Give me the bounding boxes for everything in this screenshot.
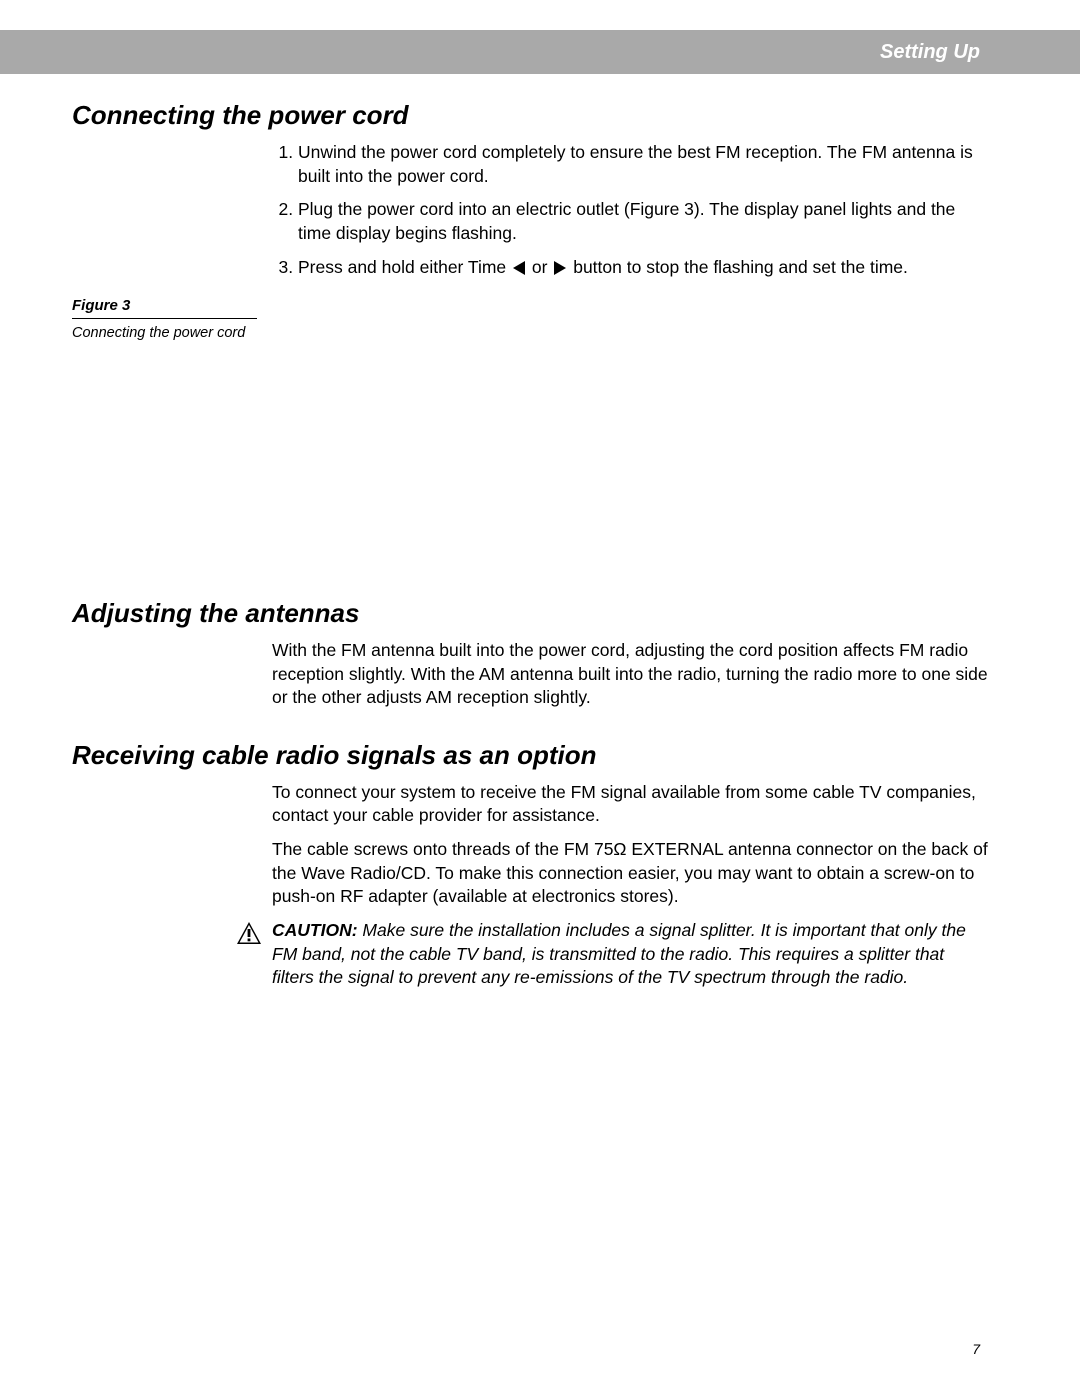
caution-block: CAUTION: Make sure the installation incl…: [272, 919, 990, 990]
section-adjusting-antennas: Adjusting the antennas With the FM anten…: [72, 598, 990, 710]
figure-3-label: Figure 3: [72, 297, 257, 319]
chapter-title: Setting Up: [880, 41, 980, 64]
warning-icon: [236, 921, 262, 950]
header-band: Setting Up: [0, 30, 1080, 74]
step-3: Press and hold either Time or button to …: [298, 256, 990, 280]
steps-list: Unwind the power cord completely to ensu…: [272, 141, 990, 279]
antennas-paragraph: With the FM antenna built into the power…: [272, 639, 990, 710]
step-3-text-c: button to stop the flashing and set the …: [573, 257, 908, 277]
figure-3-image-region: [72, 343, 990, 568]
step-3-text-b: or: [532, 257, 552, 277]
section2-body: With the FM antenna built into the power…: [272, 639, 990, 710]
caution-label: CAUTION:: [272, 920, 358, 940]
figure-3-caption: Connecting the power cord: [72, 324, 257, 343]
caution-body: Make sure the installation includes a si…: [272, 920, 966, 987]
heading-connecting-power-cord: Connecting the power cord: [72, 100, 990, 131]
cable-paragraph-2: The cable screws onto threads of the FM …: [272, 838, 990, 909]
heading-cable-radio: Receiving cable radio signals as an opti…: [72, 740, 990, 771]
section3-body: To connect your system to receive the FM…: [272, 781, 990, 990]
page-number: 7: [972, 1341, 980, 1357]
section1-body: Unwind the power cord completely to ensu…: [272, 141, 990, 279]
page-content: Connecting the power cord Unwind the pow…: [72, 100, 990, 1020]
time-right-icon: [554, 261, 566, 275]
step-3-text-a: Press and hold either Time: [298, 257, 511, 277]
section-connecting-power-cord: Connecting the power cord Unwind the pow…: [72, 100, 990, 568]
caution-paragraph: CAUTION: Make sure the installation incl…: [272, 919, 990, 990]
step-1: Unwind the power cord completely to ensu…: [298, 141, 990, 188]
time-left-icon: [513, 261, 525, 275]
figure-3-block: Figure 3 Connecting the power cord: [72, 297, 257, 343]
heading-adjusting-antennas: Adjusting the antennas: [72, 598, 990, 629]
section-cable-radio: Receiving cable radio signals as an opti…: [72, 740, 990, 990]
step-2: Plug the power cord into an electric out…: [298, 198, 990, 245]
cable-paragraph-1: To connect your system to receive the FM…: [272, 781, 990, 828]
